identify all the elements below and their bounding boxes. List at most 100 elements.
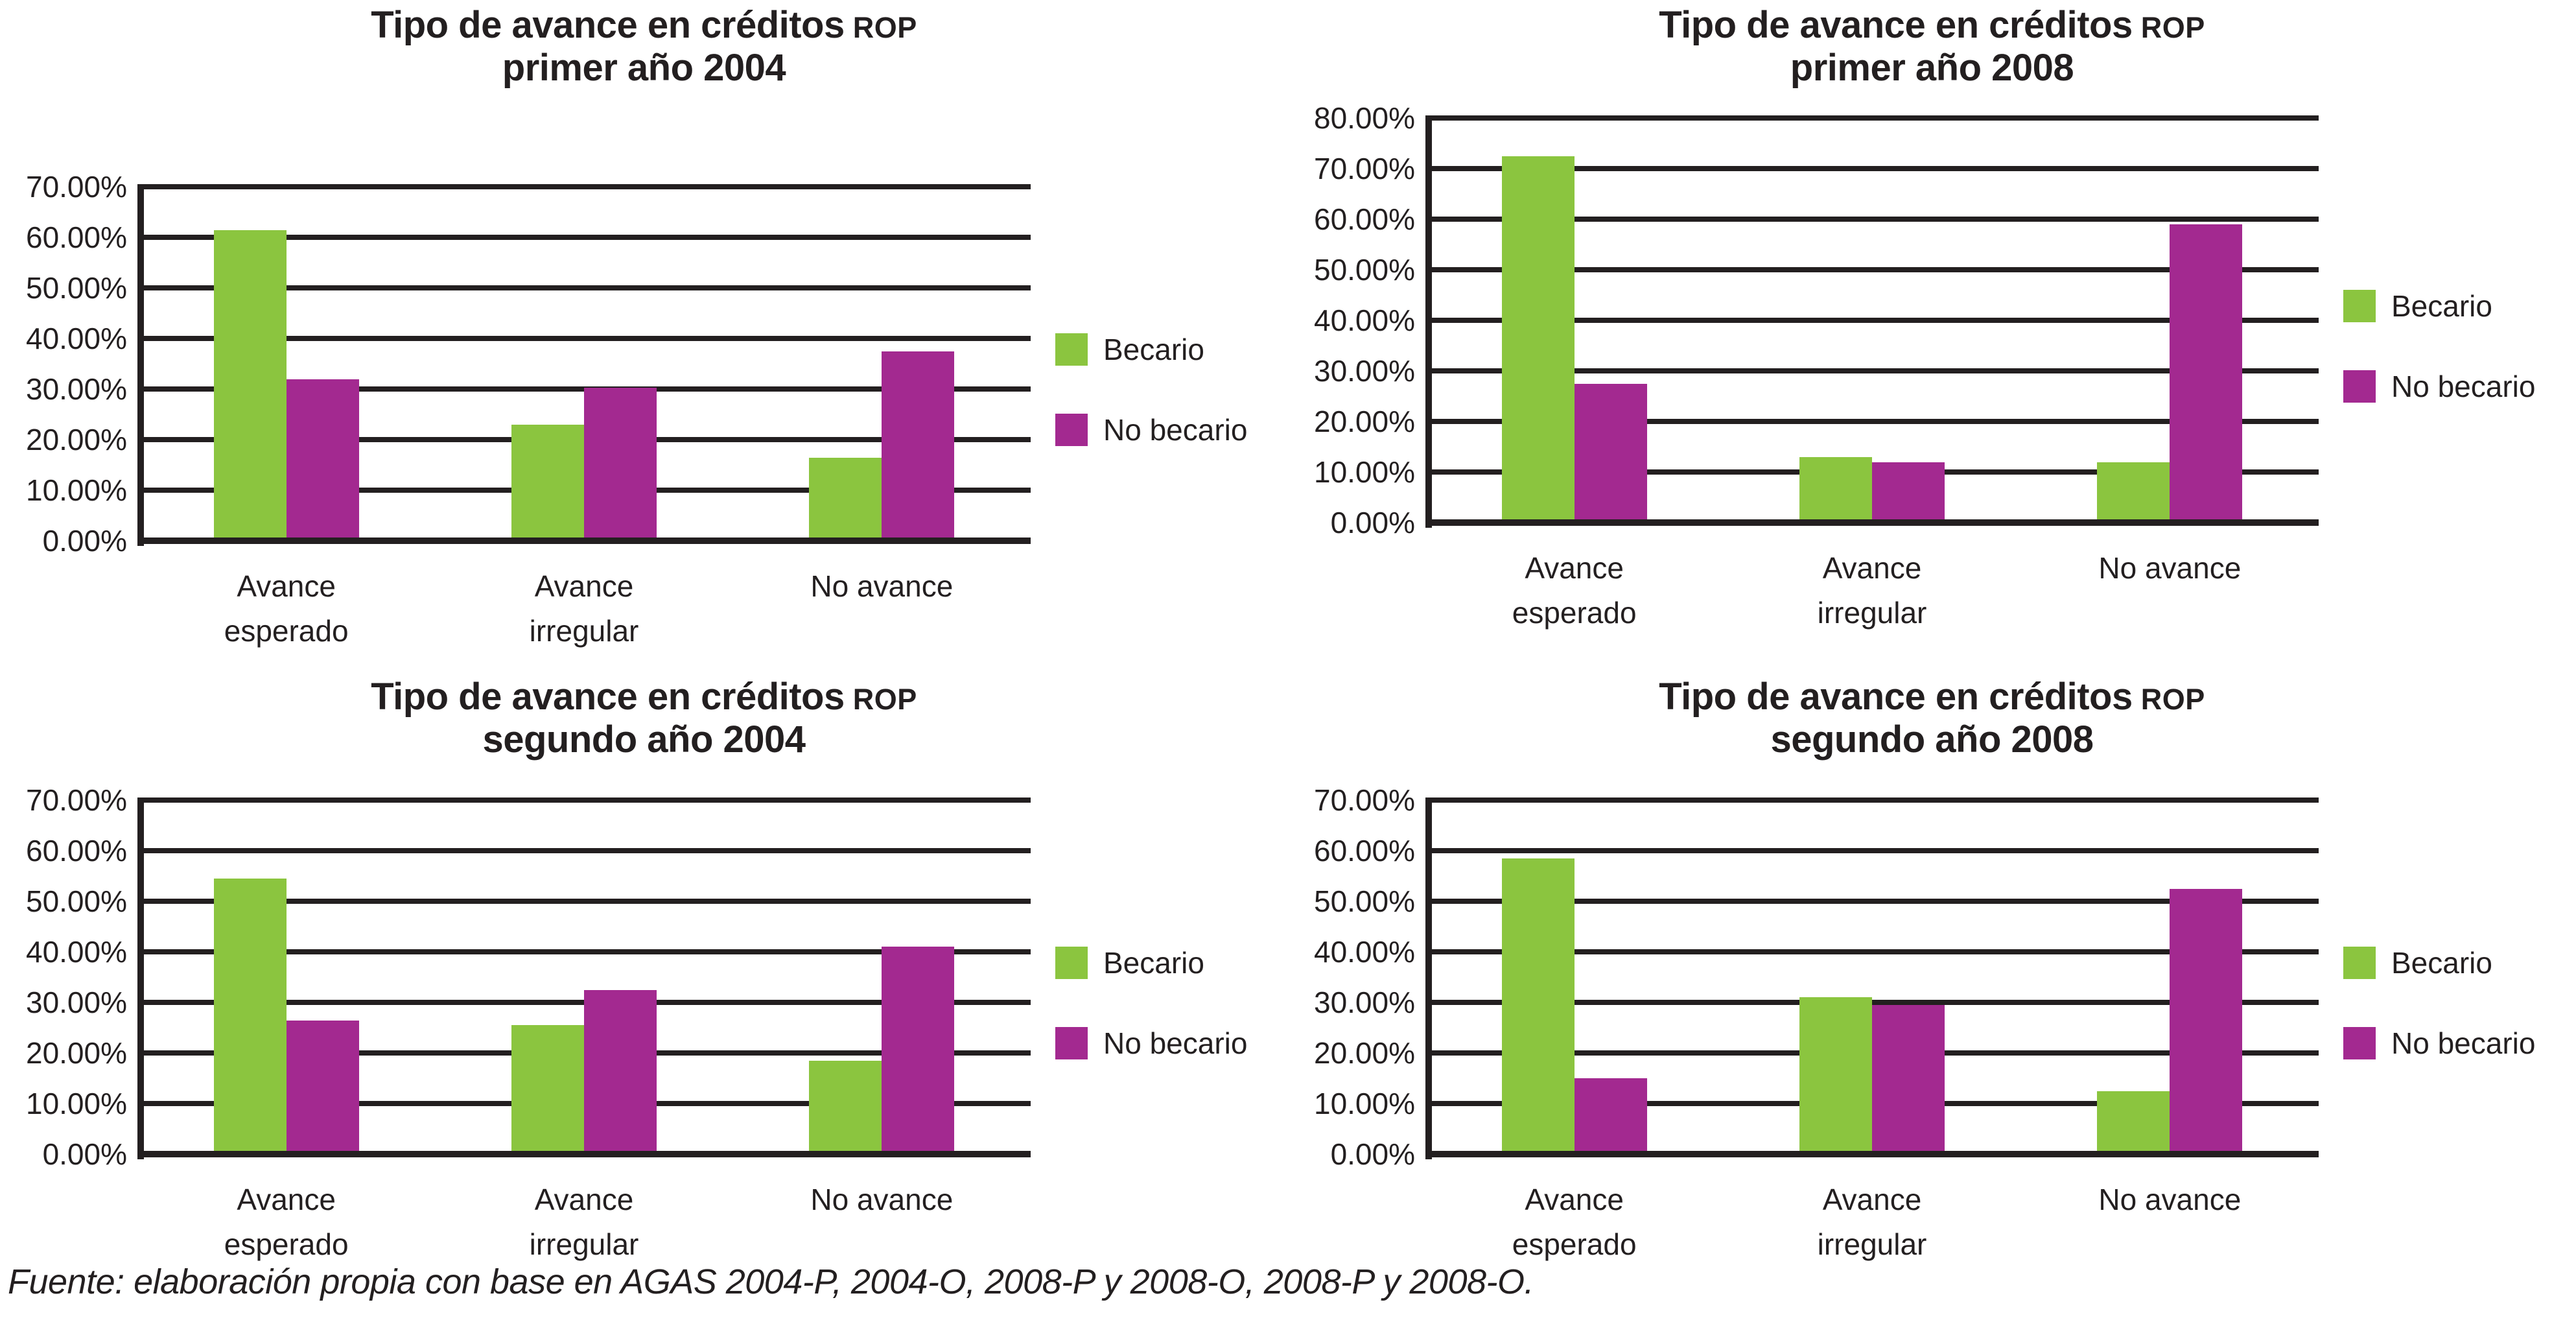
chart-primer-ano-2004: Tipo de avance en créditos ROP primer año… <box>0 0 1288 661</box>
gridline <box>1425 899 2319 904</box>
gridline <box>137 184 1031 190</box>
bar-becario <box>1501 858 1575 1155</box>
y-tick-label: 70.00% <box>25 170 127 204</box>
bar-becario <box>2097 462 2170 523</box>
legend: Becario No becario <box>1055 826 1247 1180</box>
bar-becario <box>809 457 882 541</box>
y-axis-line <box>1425 115 1432 528</box>
gridline <box>1425 419 2319 425</box>
plot-area: Avance esperado Avance irregular No avance <box>137 184 1031 648</box>
y-tick-label: 20.00% <box>1313 405 1415 439</box>
legend-label: Becario <box>1103 333 1204 367</box>
y-tick-label: 30.00% <box>25 986 127 1020</box>
category-label: Avance irregular <box>1817 551 1927 630</box>
legend: Becario No becario <box>2343 144 2535 549</box>
legend-item: Becario <box>1055 945 1247 980</box>
y-axis-line <box>137 797 144 1160</box>
becario-swatch <box>2343 947 2376 980</box>
plot-area: Avance esperado Avance irregular No avance <box>137 797 1031 1261</box>
title-acronym: ROP <box>852 11 917 44</box>
gridline <box>1425 848 2319 854</box>
category-label: No avance <box>810 1183 954 1217</box>
y-tick-label: 50.00% <box>1313 253 1415 287</box>
charts-grid: Tipo de avance en créditos ROP primer año… <box>0 0 2576 1261</box>
x-axis-line <box>1425 1151 2319 1158</box>
chart-segundo-ano-2004: Tipo de avance en créditos ROP segundo añ… <box>0 661 1288 1261</box>
y-tick-label: 40.00% <box>1313 303 1415 338</box>
title-main: Tipo de avance en créditos <box>1659 676 2133 718</box>
category-label: Avance irregular <box>529 569 639 648</box>
gridline <box>137 899 1031 904</box>
legend-label: No becario <box>2391 370 2536 404</box>
bar-becario <box>1501 156 1575 523</box>
y-tick-label: 40.00% <box>1313 935 1415 969</box>
legend-item: No becario <box>2343 1026 2535 1061</box>
x-axis-line <box>137 538 1031 545</box>
title-subtitle: segundo año 2008 <box>1770 718 2094 761</box>
y-tick-label: 60.00% <box>25 834 127 868</box>
category-label: Avance esperado <box>1512 551 1637 630</box>
gridline <box>1425 949 2319 955</box>
bar-no-becario <box>2170 888 2243 1155</box>
plot-area: Avance esperado Avance irregular No avance <box>1425 115 2319 630</box>
chart-body: 70.00% 60.00% 50.00% 40.00% 30.00% 20.00% 10.0… <box>0 170 1288 648</box>
bar-no-becario <box>1872 1005 1945 1155</box>
y-tick-label: 0.00% <box>1330 506 1415 540</box>
y-tick-label: 10.00% <box>25 473 127 508</box>
becario-swatch <box>1055 947 1088 980</box>
legend: Becario No becario <box>1055 213 1247 567</box>
y-axis: 70.00% 60.00% 50.00% 40.00% 30.00% 20.00% 10.0… <box>1288 783 1425 1171</box>
legend-label: No becario <box>2391 1026 2536 1061</box>
title-acronym: ROP <box>2140 683 2205 716</box>
y-tick-label: 30.00% <box>25 372 127 407</box>
gridline <box>137 235 1031 241</box>
y-tick-label: 0.00% <box>1330 1137 1415 1172</box>
y-tick-label: 50.00% <box>25 271 127 305</box>
chart-title: Tipo de avance en créditos ROP segundo añ… <box>0 661 1288 761</box>
category-label: Avance esperado <box>224 1183 349 1262</box>
y-tick-label: 70.00% <box>1313 783 1415 818</box>
gridline <box>137 949 1031 955</box>
y-tick-label: 40.00% <box>25 322 127 356</box>
category-label: No avance <box>810 569 954 604</box>
y-tick-label: 10.00% <box>25 1087 127 1121</box>
title-acronym: ROP <box>852 683 917 716</box>
bar-no-becario <box>286 379 359 541</box>
title-subtitle: primer año 2008 <box>1790 47 2074 89</box>
bar-no-becario <box>1574 1078 1647 1155</box>
legend-label: Becario <box>2391 289 2492 324</box>
legend-item: Becario <box>2343 945 2535 980</box>
bar-becario <box>2097 1091 2170 1155</box>
legend-label: Becario <box>1103 946 1204 980</box>
x-axis-line <box>1425 519 2319 526</box>
gridline <box>1425 115 2319 121</box>
gridline <box>1425 318 2319 324</box>
gridline <box>1425 267 2319 273</box>
no-becario-swatch <box>2343 1027 2376 1060</box>
legend-label: No becario <box>1103 1026 1248 1061</box>
title-subtitle: segundo año 2004 <box>482 718 806 761</box>
chart-title: Tipo de avance en créditos ROP segundo añ… <box>1288 661 2576 761</box>
y-axis-line <box>137 184 144 547</box>
y-axis: 70.00% 60.00% 50.00% 40.00% 30.00% 20.00% 10.0… <box>0 170 137 558</box>
bar-becario <box>1799 456 1872 523</box>
chart-primer-ano-2008: Tipo de avance en créditos ROP primer año… <box>1288 0 2576 661</box>
gridline <box>1425 1000 2319 1006</box>
category-label: Avance irregular <box>529 1183 639 1262</box>
bar-no-becario <box>286 1020 359 1155</box>
legend-item: Becario <box>2343 289 2535 324</box>
y-tick-label: 20.00% <box>25 1036 127 1070</box>
y-tick-label: 60.00% <box>25 220 127 255</box>
y-axis: 80.00% 70.00% 60.00% 50.00% 40.00% 30.00% 20.0… <box>1288 101 1425 539</box>
bar-becario <box>511 1025 584 1155</box>
y-tick-label: 0.00% <box>42 1137 127 1172</box>
bar-becario <box>809 1060 882 1155</box>
y-tick-label: 60.00% <box>1313 834 1415 868</box>
y-tick-label: 30.00% <box>1313 354 1415 388</box>
category-label: No avance <box>2098 1183 2242 1217</box>
category-label: Avance esperado <box>1512 1183 1637 1262</box>
bar-no-becario <box>882 947 955 1155</box>
legend-item: Becario <box>1055 332 1247 367</box>
y-axis: 70.00% 60.00% 50.00% 40.00% 30.00% 20.00% 10.0… <box>0 783 137 1171</box>
